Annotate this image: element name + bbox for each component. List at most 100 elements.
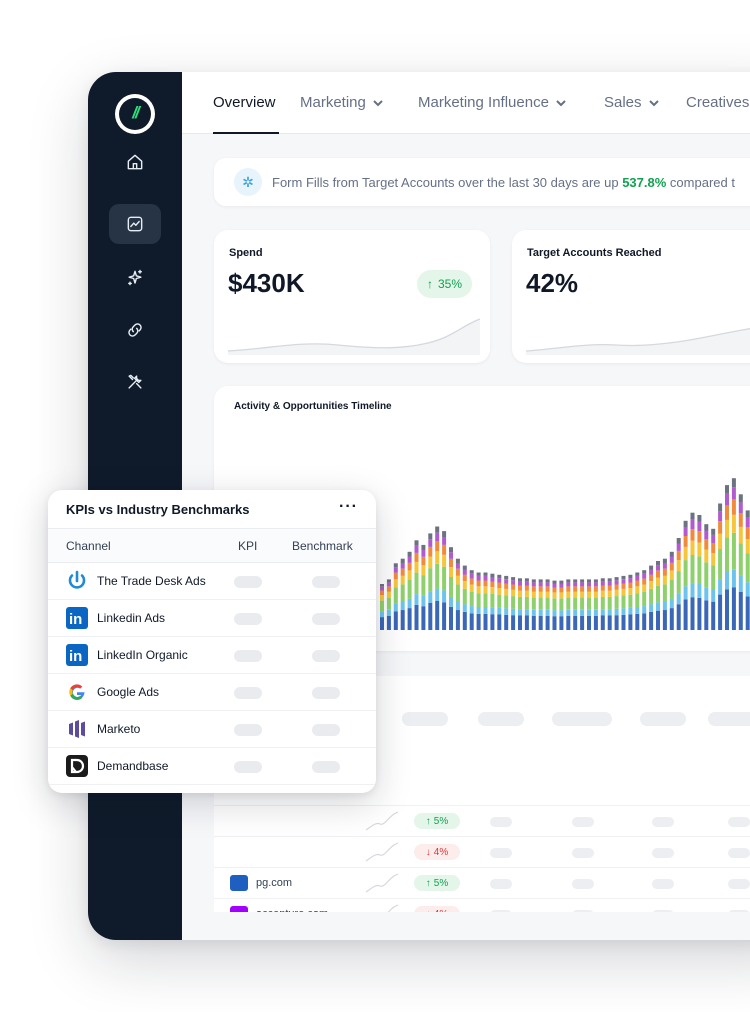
timeline-bar[interactable] (442, 531, 447, 630)
timeline-bar[interactable] (469, 570, 474, 630)
timeline-bar[interactable] (635, 572, 640, 631)
benchmark-row-linkedin-organic[interactable]: in LinkedIn Organic (48, 637, 376, 674)
bar-segment (738, 543, 743, 576)
timeline-bar[interactable] (476, 572, 481, 631)
timeline-bar[interactable] (593, 579, 598, 630)
table-row[interactable]: ↑ 5% (214, 805, 750, 836)
bar-segment (449, 547, 453, 553)
timeline-bar[interactable] (573, 579, 578, 630)
tools-icon[interactable] (109, 362, 161, 402)
table-row[interactable]: accenture.com ↓4% (214, 898, 750, 912)
column-header-channel[interactable]: Channel (66, 539, 111, 553)
timeline-bar[interactable] (511, 577, 516, 630)
timeline-bar[interactable] (483, 572, 488, 631)
timeline-bar[interactable] (566, 579, 571, 630)
timeline-bar[interactable] (386, 579, 391, 630)
timeline-bar[interactable] (587, 579, 591, 630)
timeline-bar[interactable] (552, 580, 557, 630)
timeline-bar[interactable] (614, 577, 619, 630)
timeline-bar[interactable] (656, 561, 660, 630)
benchmark-row-demandbase[interactable]: Demandbase (48, 748, 376, 785)
link-icon[interactable] (109, 310, 161, 350)
timeline-bar[interactable] (718, 503, 723, 631)
timeline-bar[interactable] (600, 578, 605, 630)
timeline-bar[interactable] (559, 580, 564, 630)
bar-segment (524, 585, 529, 591)
column-header-benchmark[interactable]: Benchmark (292, 539, 353, 553)
bar-segment (545, 582, 550, 587)
timeline-bar[interactable] (524, 578, 529, 630)
timeline-bar[interactable] (407, 551, 412, 630)
tab-sales[interactable]: Sales (604, 94, 660, 111)
timeline-bar[interactable] (642, 570, 647, 630)
table-row[interactable]: ↓ 4% (214, 836, 750, 867)
bar-segment (380, 600, 384, 612)
timeline-bar[interactable] (628, 574, 633, 630)
bar-segment (511, 615, 516, 630)
bar-segment (580, 586, 585, 592)
tab-marketing-influence[interactable]: Marketing Influence (418, 94, 567, 111)
more-options-icon[interactable]: ··· (339, 498, 358, 515)
timeline-bar[interactable] (380, 584, 384, 630)
bar-segment (587, 582, 591, 587)
benchmark-row-google-ads[interactable]: Google Ads (48, 674, 376, 711)
bar-segment (428, 556, 433, 569)
activity-timeline-card[interactable]: Activity & Opportunities Timeline (214, 386, 750, 651)
timeline-bar[interactable] (538, 579, 543, 630)
timeline-bar[interactable] (518, 578, 522, 630)
timeline-bar[interactable] (731, 478, 736, 630)
timeline-bar[interactable] (449, 547, 453, 630)
active-tab-indicator (213, 132, 279, 134)
timeline-bar[interactable] (435, 526, 440, 631)
table-row[interactable]: pg.com ↑ 5% (214, 867, 750, 898)
timeline-bar[interactable] (676, 538, 681, 630)
benchmark-row-marketo[interactable]: Marketo (48, 711, 376, 748)
timeline-bar[interactable] (455, 558, 460, 630)
app-logo[interactable]: // (115, 94, 155, 134)
column-header-kpi[interactable]: KPI (238, 539, 258, 553)
channel-name: LinkedIn Organic (97, 648, 188, 662)
timeline-bar[interactable] (649, 565, 654, 630)
timeline-bar[interactable] (490, 573, 495, 630)
timeline-bar[interactable] (421, 544, 426, 630)
timeline-bar[interactable] (669, 551, 674, 630)
timeline-bar[interactable] (725, 485, 729, 630)
timeline-bar[interactable] (428, 533, 433, 630)
kpi-card-target-accounts[interactable]: Target Accounts Reached 42% ↑3 (512, 230, 750, 363)
kpi-card-spend[interactable]: Spend $430K ↑ 35% (214, 230, 490, 363)
bar-segment (731, 569, 736, 588)
timeline-bar[interactable] (400, 558, 405, 630)
timeline-bar[interactable] (393, 563, 398, 630)
tab-overview[interactable]: Overview (213, 94, 276, 111)
home-icon[interactable] (109, 142, 161, 182)
timeline-bar[interactable] (704, 524, 709, 630)
tab-marketing[interactable]: Marketing (300, 94, 384, 111)
timeline-bar[interactable] (697, 515, 702, 630)
sparkle-icon[interactable] (109, 258, 161, 298)
timeline-bar[interactable] (621, 575, 626, 630)
timeline-bar[interactable] (462, 565, 467, 630)
timeline-bar[interactable] (738, 494, 743, 630)
bar-segment (393, 579, 398, 588)
timeline-bar[interactable] (531, 579, 536, 630)
analytics-icon[interactable] (109, 204, 161, 244)
tab-creatives[interactable]: Creatives (686, 94, 749, 111)
svg-text:in: in (69, 611, 82, 628)
timeline-bar[interactable] (414, 540, 419, 630)
timeline-bar[interactable] (580, 579, 585, 630)
bar-segment (497, 582, 502, 588)
timeline-bar[interactable] (690, 512, 695, 630)
timeline-bar[interactable] (545, 579, 550, 630)
timeline-bar[interactable] (711, 528, 716, 630)
bar-segment (421, 575, 426, 596)
timeline-bar[interactable] (662, 558, 667, 630)
bar-segment (449, 552, 453, 559)
timeline-bar[interactable] (745, 510, 750, 630)
benchmark-row-linkedin-ads[interactable]: in Linkedin Ads (48, 600, 376, 637)
timeline-bar[interactable] (683, 520, 688, 630)
timeline-bar[interactable] (504, 575, 509, 630)
timeline-bar[interactable] (497, 574, 502, 630)
insight-banner[interactable]: ✲ Form Fills from Target Accounts over t… (214, 158, 750, 206)
benchmark-row-trade-desk[interactable]: The Trade Desk Ads (48, 563, 376, 600)
timeline-bar[interactable] (607, 578, 612, 630)
